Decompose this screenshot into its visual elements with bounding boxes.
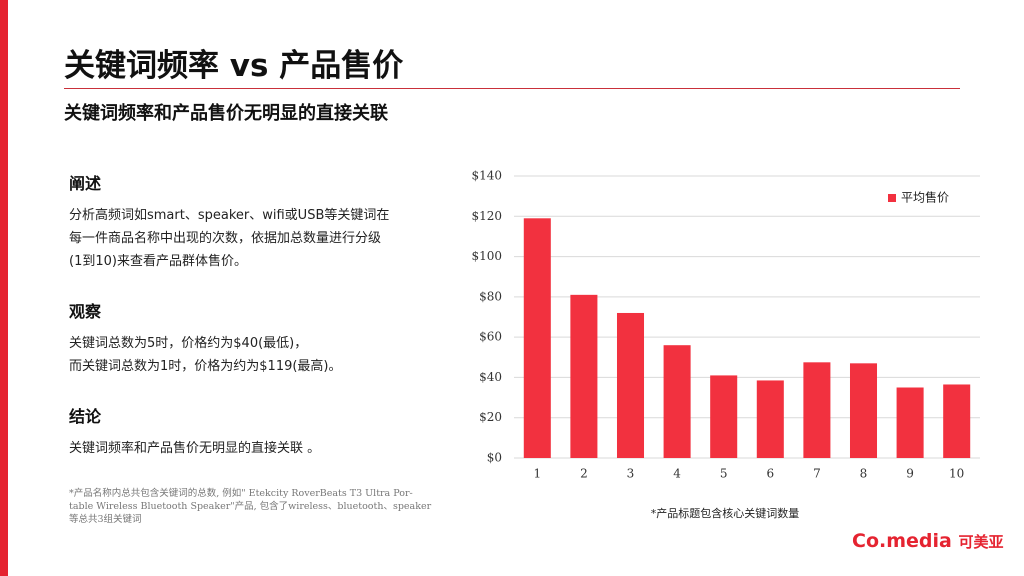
side-stripe [0,0,8,576]
section-text: 分析高频词如smart、speaker、wifi或USB等关键词在 [69,208,390,223]
title: 关键词频率 vs 产品售价 [64,48,404,84]
bar [756,380,784,458]
section-heading: 结论 [69,407,102,426]
section-text: 每一件商品名称中出现的次数，依据加总数量进行分级 [69,231,382,246]
x-tick-label: 4 [673,467,681,481]
bar [943,384,971,458]
bar [710,375,738,458]
bar [616,312,645,458]
bar [663,345,691,458]
x-tick-label: 10 [949,467,964,481]
y-tick-label: $40 [479,370,502,384]
x-tick-label: 2 [580,467,588,481]
y-tick-label: $20 [479,410,502,424]
bar [523,218,551,458]
x-tick-label: 6 [766,467,774,481]
y-tick-label: $0 [487,451,502,465]
logo-brand: Co.media [852,530,952,552]
bar [570,294,598,458]
x-tick-label: 5 [720,467,728,481]
footnote: *产品名称内总共包含关键词的总数, 例如" Etekcity RoverBeat… [69,488,413,499]
y-tick-label: $60 [479,330,502,344]
section-heading: 阐述 [69,174,102,193]
x-tick-label: 8 [860,467,868,481]
section-heading: 观察 [69,302,102,321]
x-axis-note: *产品标题包含核心关键词数量 [651,506,800,520]
section-text: 关键词频率和产品售价无明显的直接关联 。 [69,441,321,456]
bar [803,362,831,458]
footnote: table Wireless Bluetooth Speaker"产品, 包含了… [69,501,432,512]
y-tick-label: $80 [479,289,502,303]
x-tick-label: 9 [906,467,914,481]
bar [896,387,924,458]
x-tick-label: 1 [533,467,541,481]
section-text: 而关键词总数为1时，价格为约为$119(最高)。 [69,359,342,374]
x-tick-label: 3 [627,467,635,481]
subtitle: 关键词频率和产品售价无明显的直接关联 [64,103,388,124]
x-tick-label: 7 [813,467,821,481]
footnote: 等总共3组关键词 [69,514,142,525]
bar [849,363,878,458]
legend-label: 平均售价 [901,190,949,205]
title-rule [64,88,960,89]
y-tick-label: $100 [471,249,502,263]
logo-name: 可美亚 [958,533,1004,551]
section-text: 关键词总数为5时，价格约为$40(最低)， [69,336,308,351]
section-text: (1到10)来查看产品群体售价。 [69,254,247,269]
legend-swatch [888,194,896,202]
y-tick-label: $140 [471,169,502,183]
y-tick-label: $120 [471,209,502,223]
logo: Co.media 可美亚 [852,530,1003,552]
